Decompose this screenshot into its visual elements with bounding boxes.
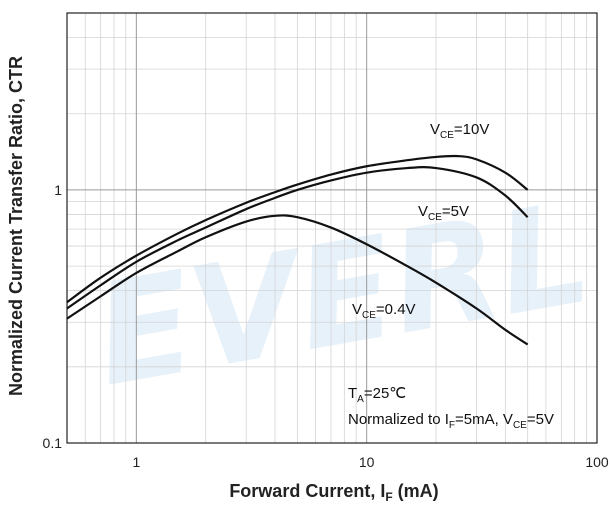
- y-tick-label: 1: [54, 182, 62, 198]
- note-normalization: Normalized to IF=5mA, VCE=5V: [348, 411, 554, 431]
- x-tick-label: 1: [132, 454, 140, 470]
- series-label-vce-10v: VCE=10V: [430, 121, 489, 141]
- x-tick-label: 10: [359, 454, 375, 470]
- x-axis-title: Forward Current, IF (mA): [229, 481, 438, 504]
- note-temperature: TA=25℃: [348, 385, 406, 405]
- y-axis-title: Normalized Current Transfer Ratio, CTR: [6, 56, 26, 396]
- x-tick-label: 100: [585, 454, 609, 470]
- watermark: EVERL: [84, 172, 601, 419]
- y-tick-label: 0.1: [43, 435, 63, 451]
